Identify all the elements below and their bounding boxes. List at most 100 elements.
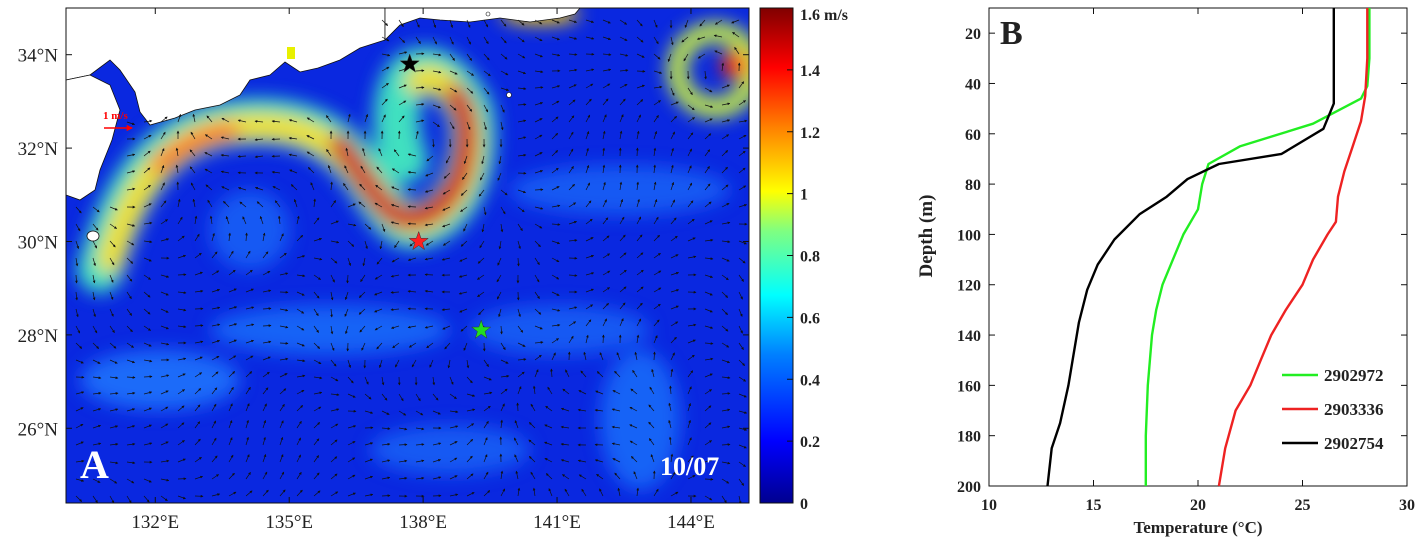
- profile-axis-ticks: 10 15 20 25 30 20 40 60 80 100 120 140 160 180 200: [957, 8, 1415, 514]
- current-vector: [381, 223, 386, 232]
- current-vector: [517, 487, 521, 497]
- current-vector: [245, 436, 249, 446]
- current-vector: [463, 342, 468, 351]
- current-vector: [551, 274, 560, 280]
- current-vector: [568, 183, 575, 191]
- current-vector: [545, 405, 553, 412]
- current-vector: [619, 269, 627, 276]
- current-vector: [515, 470, 519, 480]
- current-vector: [330, 240, 340, 244]
- current-vector: [560, 407, 570, 412]
- current-vector: [313, 308, 319, 317]
- colorbar-tick-label: 0.6: [800, 310, 820, 327]
- current-vector: [126, 223, 136, 227]
- current-vector: [143, 308, 151, 315]
- current-vector: [442, 240, 451, 246]
- current-vector: [551, 36, 560, 41]
- current-vector: [670, 235, 678, 242]
- current-vector: [143, 375, 153, 379]
- current-vector: [211, 232, 215, 242]
- current-vector: [381, 459, 391, 463]
- current-vector: [271, 170, 281, 174]
- current-vector: [407, 325, 417, 329]
- current-vector: [596, 371, 604, 378]
- current-vector: [381, 494, 391, 498]
- current-vector: [653, 130, 658, 140]
- current-vector: [602, 217, 609, 225]
- current-vector: [568, 239, 578, 242]
- profile-y-tick-label: 100: [957, 227, 981, 244]
- current-vector: [415, 443, 425, 446]
- current-vector: [211, 355, 220, 361]
- current-vector: [398, 51, 408, 55]
- profile-series: [1046, 8, 1371, 487]
- current-vector: [483, 490, 491, 497]
- current-vector: [344, 165, 349, 174]
- current-vector: [381, 83, 389, 89]
- current-vector: [245, 288, 254, 293]
- current-vector: [177, 422, 185, 429]
- current-vector: [192, 113, 196, 123]
- current-vector: [228, 250, 234, 259]
- current-vector: [392, 342, 400, 349]
- current-vector: [738, 185, 747, 191]
- current-vector: [143, 391, 153, 395]
- current-vector: [560, 442, 570, 446]
- current-vector: [585, 254, 595, 259]
- current-vector: [160, 308, 169, 313]
- map-x-tick-label: 135°E: [265, 512, 313, 533]
- current-vector: [670, 352, 675, 361]
- current-vector: [460, 325, 468, 332]
- current-vector: [602, 199, 607, 208]
- current-vector: [653, 488, 659, 497]
- current-vector: [602, 235, 610, 242]
- current-vector: [687, 104, 695, 111]
- current-vector: [211, 455, 218, 463]
- current-vector: [390, 221, 400, 225]
- current-vector: [551, 308, 561, 312]
- profile-y-tick-label: 60: [965, 127, 981, 144]
- current-vector: [160, 116, 168, 123]
- current-vector: [670, 115, 677, 123]
- current-vector: [653, 335, 658, 344]
- current-vector: [415, 102, 425, 106]
- current-vector: [721, 202, 730, 208]
- current-vector: [653, 19, 658, 28]
- current-vector: [500, 206, 506, 215]
- profile-x-tick-label: 30: [1399, 497, 1415, 514]
- current-vector: [262, 436, 266, 446]
- current-vector: [407, 188, 417, 191]
- current-vector: [143, 478, 152, 483]
- current-vector: [649, 438, 655, 446]
- current-vector: [279, 272, 289, 276]
- current-vector: [714, 19, 723, 25]
- current-vector: [359, 325, 366, 333]
- current-vector: [534, 36, 543, 42]
- current-vector: [477, 291, 485, 297]
- current-vector: [704, 104, 714, 108]
- current-vector: [534, 257, 540, 266]
- current-vector: [517, 308, 521, 318]
- current-vector: [415, 86, 425, 89]
- current-vector: [466, 393, 476, 397]
- current-vector: [517, 19, 525, 26]
- current-vector: [585, 288, 594, 293]
- current-vector: [500, 403, 505, 412]
- current-vector: [390, 308, 400, 311]
- current-vector: [92, 442, 102, 446]
- current-vector: [687, 370, 694, 378]
- current-vector: [364, 240, 368, 250]
- current-vector: [313, 325, 319, 333]
- current-vector: [398, 36, 406, 43]
- current-vector: [75, 407, 84, 412]
- current-vector: [636, 36, 644, 43]
- current-vector: [330, 439, 338, 446]
- current-vector: [381, 393, 388, 401]
- current-vector: [362, 257, 366, 267]
- current-vector: [602, 98, 609, 106]
- current-vector: [92, 257, 96, 267]
- current-vector: [143, 167, 151, 174]
- current-vector: [517, 358, 527, 361]
- current-vector: [326, 115, 332, 123]
- current-vector: [143, 325, 151, 331]
